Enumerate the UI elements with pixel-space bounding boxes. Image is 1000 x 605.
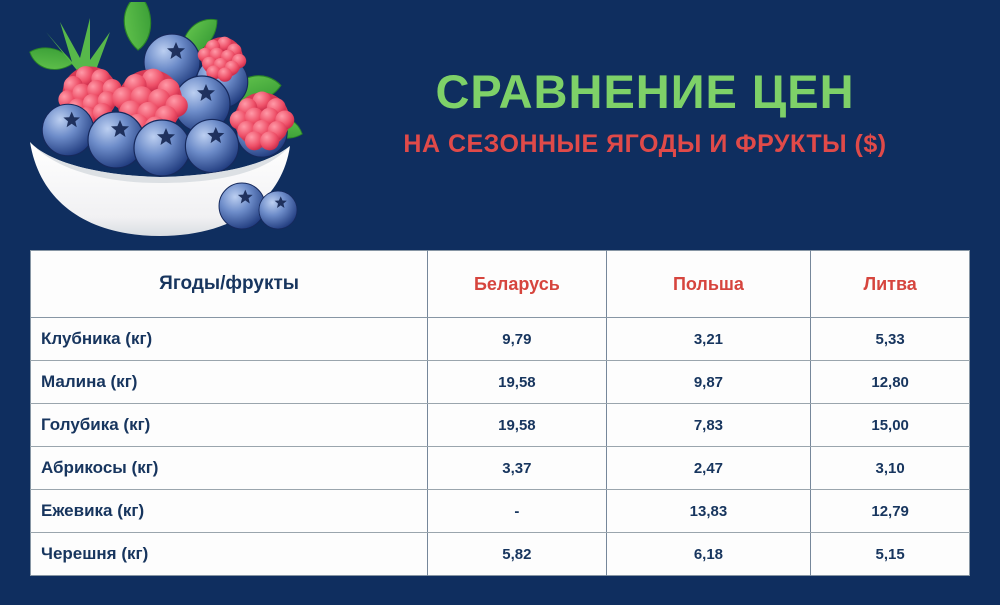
row-value: 3,37: [427, 446, 607, 490]
price-comparison-table: Ягоды/фрукты Беларусь Польша Литва Клубн…: [30, 250, 970, 576]
table-row: Клубника (кг) 9,79 3,21 5,33: [30, 317, 970, 361]
row-label: Черешня (кг): [30, 532, 429, 576]
table-header-row: Ягоды/фрукты Беларусь Польша Литва: [30, 250, 970, 318]
page-subtitle: НА СЕЗОННЫЕ ЯГОДЫ И ФРУКТЫ ($): [403, 129, 887, 158]
row-value: 15,00: [810, 403, 970, 447]
header-block: СРАВНЕНИЕ ЦЕН НА СЕЗОННЫЕ ЯГОДЫ И ФРУКТЫ…: [320, 66, 970, 158]
row-label: Малина (кг): [30, 360, 429, 404]
row-value: 6,18: [606, 532, 812, 576]
row-value: 13,83: [606, 489, 812, 533]
table-row: Ежевика (кг) - 13,83 12,79: [30, 489, 970, 533]
column-header-lithuania: Литва: [810, 250, 970, 318]
column-header-poland: Польша: [606, 250, 812, 318]
row-value: 12,80: [810, 360, 970, 404]
row-value: 9,79: [427, 317, 607, 361]
berry-bowl-image: [26, 0, 306, 236]
row-label: Ежевика (кг): [30, 489, 429, 533]
row-value: 9,87: [606, 360, 812, 404]
row-label: Абрикосы (кг): [30, 446, 429, 490]
table-row: Малина (кг) 19,58 9,87 12,80: [30, 360, 970, 404]
table-row: Черешня (кг) 5,82 6,18 5,15: [30, 532, 970, 576]
column-header-belarus: Беларусь: [427, 250, 607, 318]
price-table-body: Клубника (кг) 9,79 3,21 5,33 Малина (кг)…: [30, 317, 970, 576]
row-value: 5,82: [427, 532, 607, 576]
row-value: 5,15: [875, 545, 905, 563]
row-value: 12,79: [810, 489, 970, 533]
row-value: 7,83: [606, 403, 812, 447]
column-header-items: Ягоды/фрукты: [30, 250, 429, 318]
page-title: СРАВНЕНИЕ ЦЕН: [435, 65, 855, 118]
row-label: Голубика (кг): [30, 403, 429, 447]
row-label: Клубника (кг): [30, 317, 429, 361]
row-value: 3,21: [606, 317, 812, 361]
table-row: Голубика (кг) 19,58 7,83 15,00: [30, 403, 970, 447]
row-value: 2,47: [606, 446, 812, 490]
row-value: 5,33: [810, 317, 970, 361]
row-value: 3,10: [810, 446, 970, 490]
table-row: Абрикосы (кг) 3,37 2,47 3,10: [30, 446, 970, 490]
row-value: 19,58: [427, 360, 607, 404]
berry-bowl-illustration: [10, 0, 310, 242]
table-header: Ягоды/фрукты Беларусь Польша Литва: [30, 250, 970, 318]
row-value: -: [427, 489, 607, 533]
row-value: 19,58: [427, 403, 607, 447]
